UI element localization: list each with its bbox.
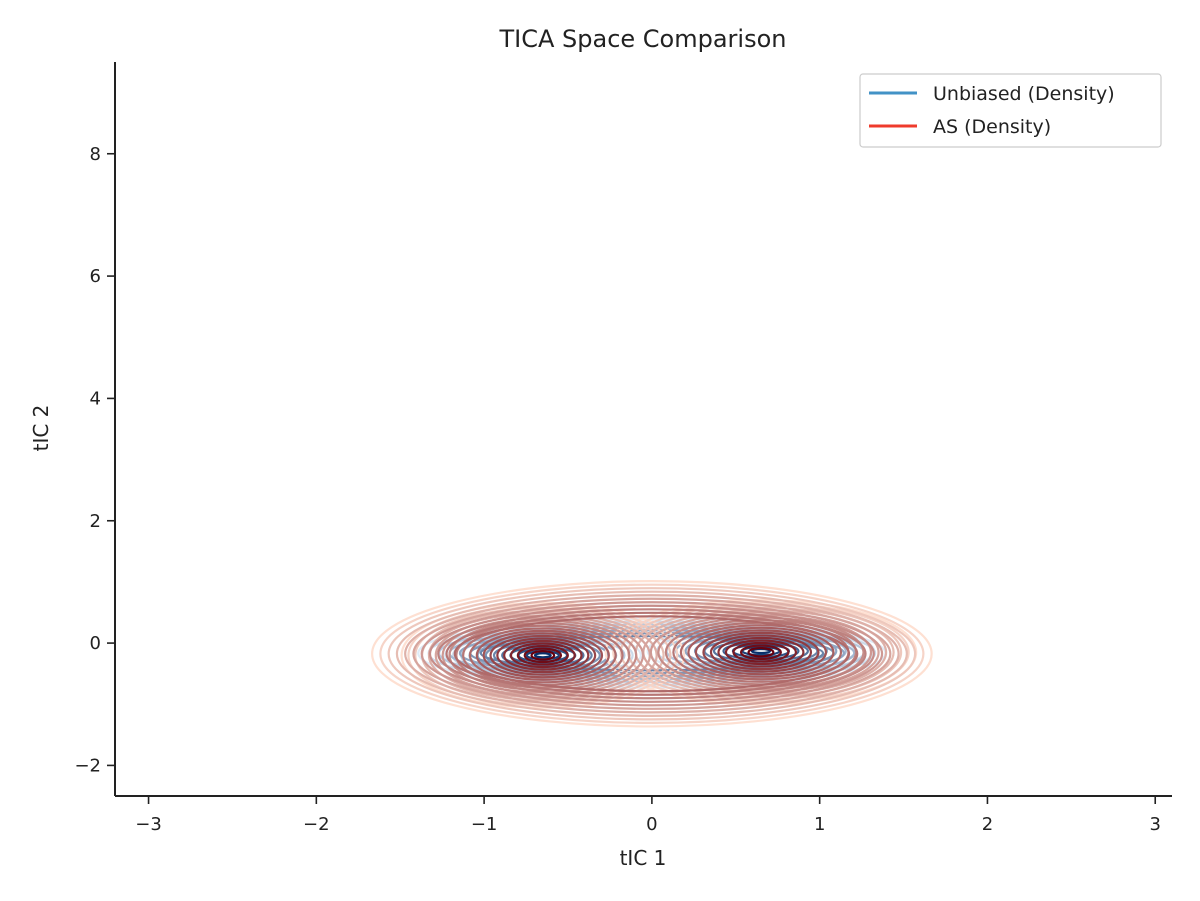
contour-line bbox=[747, 646, 775, 658]
y-axis-title: tIC 2 bbox=[29, 405, 53, 452]
x-tick-label: −3 bbox=[135, 814, 162, 835]
y-tick-label: 6 bbox=[90, 266, 101, 287]
y-ticks: −2 0 2 4 6 8 bbox=[74, 144, 115, 776]
contour-line bbox=[489, 634, 597, 676]
legend-frame bbox=[859, 73, 1162, 148]
contour-line bbox=[732, 641, 790, 663]
contour-line bbox=[717, 636, 805, 668]
legend: Unbiased (Density) AS (Density) bbox=[859, 73, 1162, 148]
contour-line bbox=[533, 652, 552, 659]
contour-line bbox=[516, 644, 569, 666]
x-tick-label: 1 bbox=[814, 814, 825, 835]
contour-line bbox=[679, 624, 843, 681]
contour-line bbox=[379, 583, 925, 725]
contour-line bbox=[404, 594, 900, 714]
contour-line bbox=[437, 608, 867, 700]
contour-line bbox=[724, 639, 798, 666]
y-tick-label: 0 bbox=[90, 633, 101, 654]
x-tick-label: 2 bbox=[982, 814, 993, 835]
y-tick-label: 8 bbox=[90, 144, 101, 165]
contour-line bbox=[428, 604, 875, 703]
contour-line bbox=[523, 647, 563, 664]
contour-line bbox=[468, 627, 617, 684]
contour-line bbox=[739, 644, 782, 661]
contour-line bbox=[387, 587, 917, 721]
contour-line bbox=[453, 615, 851, 693]
contour-line bbox=[709, 634, 813, 671]
contour-line bbox=[702, 631, 820, 673]
contour-line bbox=[496, 637, 590, 674]
chart-title: TICA Space Comparison bbox=[498, 25, 786, 53]
y-tick-label: 4 bbox=[90, 388, 101, 409]
x-ticks: −3 −2 −1 0 1 2 3 bbox=[135, 796, 1161, 835]
legend-label-unbiased: Unbiased (Density) bbox=[933, 83, 1115, 105]
contour-line bbox=[657, 616, 865, 688]
y-tick-label: 2 bbox=[90, 511, 101, 532]
x-axis-title: tIC 1 bbox=[620, 846, 667, 870]
contour-line bbox=[694, 629, 828, 676]
contour-line bbox=[420, 601, 884, 707]
x-tick-label: −1 bbox=[471, 814, 498, 835]
x-tick-label: 3 bbox=[1149, 814, 1160, 835]
contour-line bbox=[445, 611, 859, 696]
contour-line bbox=[412, 597, 892, 710]
y-tick-label: −2 bbox=[74, 755, 101, 776]
contour-line bbox=[687, 626, 835, 678]
contour-layer bbox=[371, 580, 933, 728]
contour-line bbox=[509, 642, 576, 669]
contour-line bbox=[482, 632, 604, 679]
axes bbox=[114, 62, 1172, 797]
contour-line bbox=[427, 612, 658, 699]
contour-line bbox=[448, 619, 638, 691]
x-tick-label: −2 bbox=[303, 814, 330, 835]
contour-series-1 bbox=[371, 580, 933, 728]
contour-line bbox=[503, 639, 583, 671]
contour-line bbox=[530, 650, 556, 661]
legend-label-as: AS (Density) bbox=[933, 116, 1051, 138]
contour-line bbox=[395, 590, 908, 717]
contour-line bbox=[371, 580, 933, 728]
x-tick-label: 0 bbox=[646, 814, 657, 835]
contour-line bbox=[475, 629, 610, 681]
